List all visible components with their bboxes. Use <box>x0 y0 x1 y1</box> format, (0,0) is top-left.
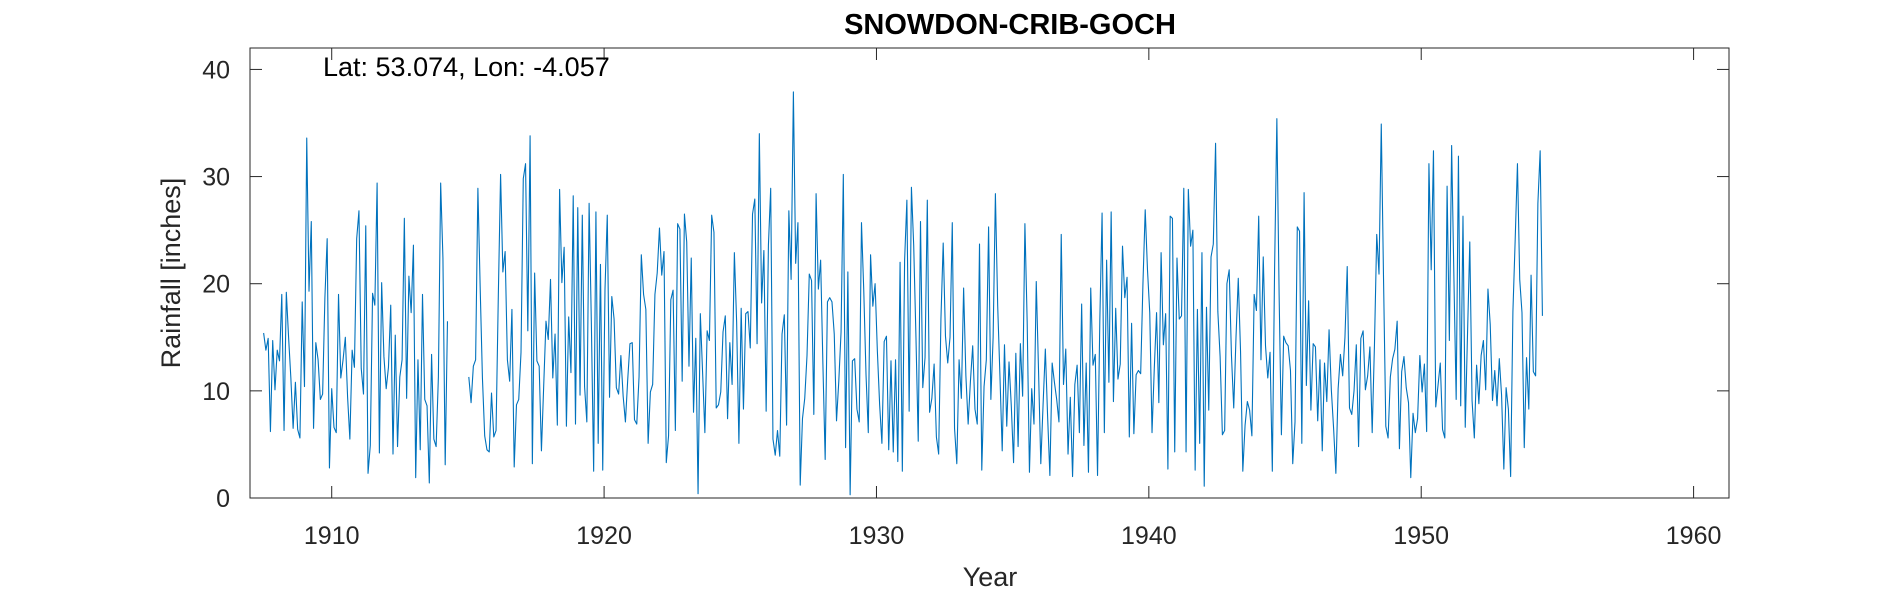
y-tick-label: 20 <box>202 271 230 299</box>
y-ticks: 0 10 20 30 40 <box>202 56 1729 513</box>
rainfall-series-line <box>263 91 1543 496</box>
y-tick-label: 30 <box>202 164 230 192</box>
location-annotation: Lat: 53.074, Lon: -4.057 <box>323 52 610 82</box>
x-tick-label: 1920 <box>576 522 632 550</box>
x-tick-label: 1910 <box>304 522 360 550</box>
chart-title: SNOWDON-CRIB-GOCH <box>844 9 1176 41</box>
x-tick-label: 1960 <box>1666 522 1722 550</box>
y-tick-label: 40 <box>202 56 230 84</box>
x-tick-label: 1950 <box>1393 522 1449 550</box>
plot-area: 1910 1920 1930 1940 1950 1960 0 10 20 30 40 <box>202 47 1730 550</box>
y-axis-label: Rainfall [inches] <box>156 178 186 369</box>
x-axis-label: Year <box>963 562 1018 591</box>
line-layer <box>263 91 1543 496</box>
y-tick-label: 0 <box>216 485 230 513</box>
x-tick-label: 1940 <box>1121 522 1177 550</box>
x-tick-label: 1930 <box>849 522 905 550</box>
x-ticks: 1910 1920 1930 1940 1950 1960 <box>304 48 1722 550</box>
y-tick-label: 10 <box>202 378 230 406</box>
